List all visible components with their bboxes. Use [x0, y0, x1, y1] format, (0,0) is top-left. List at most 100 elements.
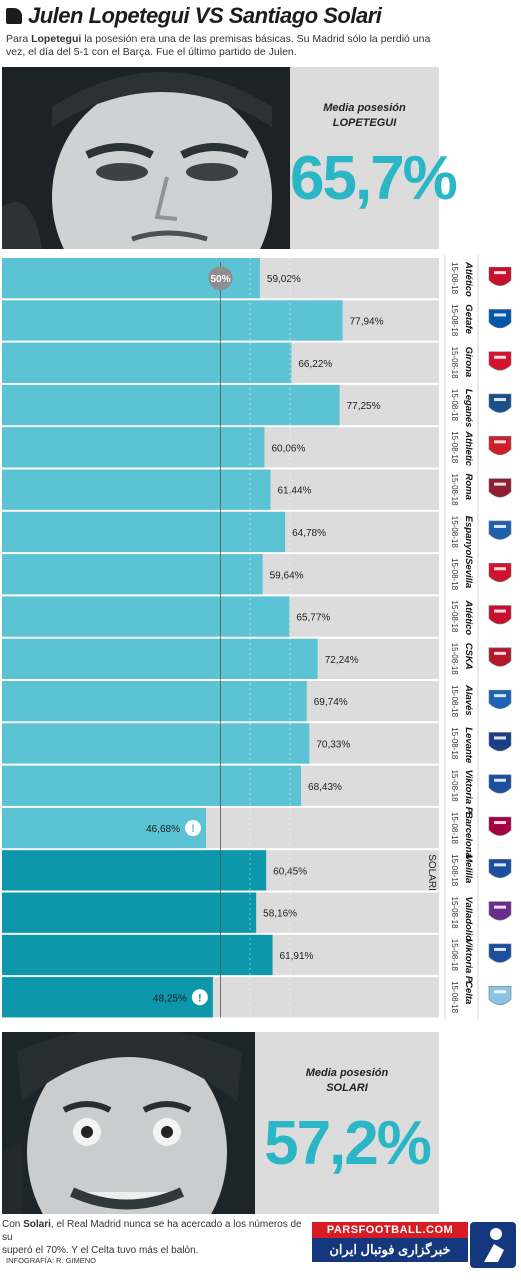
- intro-text: Para Lopetegui la posesión era una de la…: [6, 33, 446, 59]
- team-name: Athletic: [463, 430, 474, 467]
- match-date: 15-08-18: [450, 347, 459, 380]
- team-crest-detail: [494, 567, 506, 571]
- team-crest-icon: [488, 732, 512, 752]
- warning-icon-glyph: !: [198, 992, 202, 1004]
- match-date: 15-08-18: [450, 389, 459, 422]
- team-name: Melilla: [463, 854, 474, 883]
- team-crest-icon: [488, 478, 512, 498]
- outro-post: , el Real Madrid nunca se ha acercado a …: [2, 1219, 302, 1243]
- match-date: 15-08-18: [450, 897, 459, 930]
- lopetegui-label: Media posesión LOPETEGUI: [290, 101, 439, 131]
- team-name: Sevilla: [463, 558, 474, 588]
- team-crest-detail: [494, 355, 506, 359]
- match-date: 15-08-18: [450, 304, 459, 337]
- watermark-tagline: خبرگزاری فوتبال ایران: [312, 1238, 468, 1262]
- team-crest-detail: [494, 905, 506, 909]
- title-bar: Julen Lopetegui VS Santiago Solari: [6, 3, 382, 28]
- bar: [2, 681, 307, 722]
- team-crest-detail: [494, 524, 506, 528]
- lopetegui-photo: [2, 67, 290, 249]
- bar-value-label: 59,64%: [270, 570, 304, 581]
- team-crest-icon: [488, 689, 512, 709]
- credit-text: INFOGRAFÍA: R. GIMENO: [6, 1256, 97, 1265]
- bar: [2, 554, 263, 595]
- bar: [2, 638, 318, 679]
- solari-label-line2: SOLARI: [326, 1082, 368, 1094]
- team-crest-detail: [494, 651, 506, 655]
- match-date: 15-08-18: [450, 770, 459, 803]
- team-name: Barcelona: [463, 812, 474, 858]
- team-crest-icon: [488, 520, 512, 540]
- team-name: Leganés: [463, 389, 474, 428]
- team-crest-icon: [488, 816, 512, 836]
- section-label: SOLARI: [426, 854, 437, 891]
- team-crest-icon: [488, 647, 512, 667]
- warning-icon-glyph: !: [191, 823, 195, 835]
- team-name: Atlético: [463, 261, 474, 297]
- team-crest-icon: [488, 309, 512, 329]
- solari-photo: [2, 1032, 255, 1214]
- bar-value-label: 68,43%: [308, 782, 342, 793]
- bar-value-label: 70,33%: [316, 739, 350, 750]
- outro-line2: superó el 70%. Y el Celta tuvo más el ba…: [2, 1245, 199, 1256]
- bar-value-label: 60,06%: [271, 443, 305, 454]
- match-date: 15-08-18: [450, 643, 459, 676]
- watermark-site: PARSFOOTBALL.COM: [312, 1222, 468, 1238]
- bar-value-label: 59,02%: [267, 274, 301, 285]
- team-crest-icon: [488, 562, 512, 583]
- bar: [2, 977, 213, 1018]
- bar: [2, 596, 290, 637]
- match-date: 15-08-18: [450, 474, 459, 507]
- bar-value-label: 77,25%: [347, 401, 381, 412]
- team-crest-icon: [488, 393, 512, 413]
- match-date: 15-08-18: [450, 516, 459, 549]
- team-crest-detail: [494, 440, 506, 444]
- bar-value-label: 61,44%: [277, 486, 311, 497]
- bar: [2, 892, 257, 933]
- team-name: Espanyol: [463, 516, 474, 559]
- bar: [2, 427, 265, 468]
- bar: [2, 850, 267, 891]
- team-name: Roma: [463, 474, 474, 500]
- bar: [2, 511, 286, 553]
- bar-value-label: 72,24%: [325, 655, 359, 666]
- watermark-logo-icon: [470, 1222, 516, 1268]
- team-name: Levante: [463, 727, 474, 764]
- match-date: 15-08-18: [450, 939, 459, 972]
- match-date: 15-08-18: [450, 812, 459, 845]
- match-date: 15-08-18: [450, 600, 459, 633]
- lopetegui-panel: Media posesión LOPETEGUI 65,7%: [290, 67, 458, 249]
- bar: [2, 384, 340, 426]
- intro-post: la posesión era una de las premisas bási…: [6, 33, 431, 58]
- team-name: Alavés: [463, 684, 474, 716]
- match-date: 15-08-18: [450, 727, 459, 760]
- intro-bold: Lopetegui: [31, 33, 82, 45]
- bar: [2, 300, 343, 341]
- reference-badge: [208, 266, 233, 291]
- team-crest-icon: [488, 774, 512, 794]
- match-date: 15-08-18: [450, 685, 459, 718]
- bar-value-label: 61,91%: [280, 951, 314, 962]
- solari-label-line1: Media posesión: [305, 1067, 389, 1079]
- team-crest-icon: [488, 943, 512, 963]
- team-name: Getafe: [463, 304, 474, 334]
- bar: [2, 934, 273, 976]
- outro-pre: Con: [2, 1219, 24, 1230]
- bar: [2, 765, 302, 806]
- outro-bold: Solari: [23, 1219, 51, 1230]
- lopetegui-label-line2: LOPETEGUI: [332, 117, 397, 129]
- bar-value-label: 48,25%: [153, 993, 187, 1004]
- team-crest-detail: [494, 313, 506, 317]
- team-crest-detail: [494, 609, 506, 613]
- intro-pre: Para: [6, 33, 32, 45]
- lopetegui-portrait-icon: [2, 67, 290, 249]
- warning-icon: [184, 820, 201, 837]
- bar: [2, 807, 206, 849]
- bar-value-label: 69,74%: [314, 697, 348, 708]
- team-crest-icon: [488, 985, 512, 1006]
- outro-text: Con Solari, el Real Madrid nunca se ha a…: [2, 1218, 312, 1257]
- solari-portrait-icon: [2, 1032, 255, 1214]
- possession-chart: 59,02% 15-08-18 Atlético 77,94% 15-08-18 Geta…: [2, 255, 512, 1020]
- team-name: Valladolid: [463, 897, 474, 942]
- team-crest-detail: [494, 863, 506, 867]
